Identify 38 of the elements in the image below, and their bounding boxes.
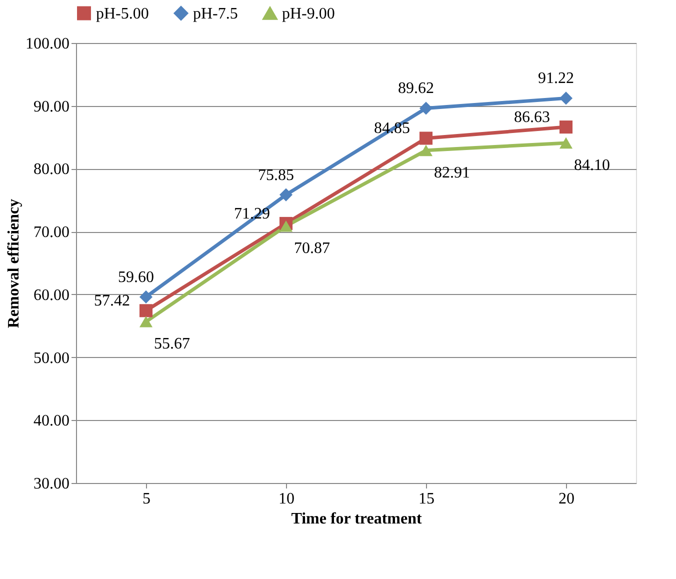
data-label: 89.62 — [398, 80, 434, 98]
x-tick-label: 5 — [142, 490, 150, 508]
point — [139, 304, 153, 318]
x-axis-title: Time for treatment — [291, 510, 422, 528]
point — [419, 144, 433, 156]
point — [559, 92, 573, 105]
y-tick-label: 40.00 — [34, 412, 70, 430]
data-label: 70.87 — [294, 240, 330, 258]
y-tick-label: 30.00 — [34, 476, 70, 492]
point — [139, 290, 153, 304]
data-label: 57.42 — [94, 292, 130, 310]
y-tick-label: 100.00 — [26, 36, 70, 52]
point — [139, 316, 153, 328]
data-label: 86.63 — [514, 109, 550, 126]
legend-label: pH-5.00 — [96, 5, 149, 22]
data-label: 55.67 — [154, 336, 190, 353]
point — [559, 120, 573, 134]
x-tick-label: 15 — [418, 490, 434, 508]
point — [419, 132, 433, 145]
point — [559, 137, 573, 149]
y-tick-label: 80.00 — [34, 161, 70, 178]
data-label: 82.91 — [434, 164, 470, 182]
point — [279, 220, 293, 232]
y-tick-label: 50.00 — [34, 350, 70, 367]
y-axis-title: Removal efficiency — [6, 198, 22, 328]
legend-label: pH-9.00 — [282, 6, 335, 23]
y-tick-label: 70.00 — [34, 224, 70, 242]
legend-label: pH-7.5 — [193, 5, 238, 22]
data-label: 59.60 — [118, 268, 154, 286]
point — [279, 188, 293, 202]
y-tick-label: 60.00 — [34, 286, 70, 304]
x-tick-label: 10 — [278, 490, 294, 508]
data-label: 84.10 — [574, 156, 610, 174]
data-label: 75.85 — [258, 166, 294, 184]
data-label: 91.22 — [538, 70, 574, 88]
point — [419, 102, 433, 115]
x-tick-label: 20 — [558, 490, 574, 508]
y-tick-label: 90.00 — [34, 98, 70, 116]
